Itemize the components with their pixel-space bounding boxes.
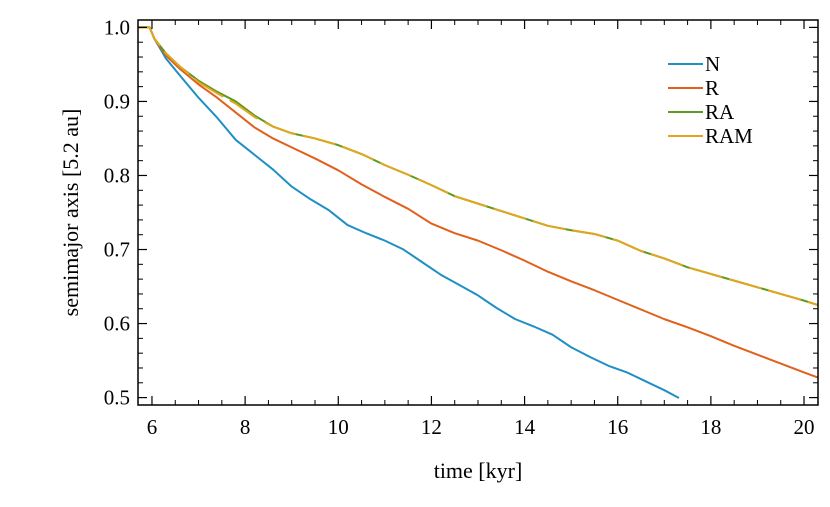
ticks-layer: 6 8 10 12 14 16 18 20 0.5 0.6 0.7 0.8 0.9 1.0: [104, 15, 818, 439]
legend-label-n: N: [705, 52, 720, 76]
y-tick-label: 0.7: [104, 238, 130, 262]
x-tick-label: 10: [328, 415, 349, 439]
x-tick-label: 6: [147, 415, 158, 439]
x-tick-label: 12: [421, 415, 442, 439]
legend-label-r: R: [705, 76, 719, 100]
y-tick-label: 1.0: [104, 15, 130, 39]
x-tick-label: 8: [240, 415, 251, 439]
series-line-n: [138, 26, 680, 399]
series-layer: [138, 26, 818, 399]
y-tick-label: 0.6: [104, 312, 130, 336]
y-tick-label: 0.5: [104, 386, 130, 410]
x-tick-label: 16: [607, 415, 628, 439]
y-tick-label: 0.8: [104, 163, 130, 187]
y-tick-label: 0.9: [104, 89, 130, 113]
y-axis-label: semimajor axis [5.2 au]: [58, 109, 83, 317]
series-line-r: [138, 26, 818, 379]
x-tick-label: 20: [794, 415, 815, 439]
legend-label-ra: RA: [705, 100, 735, 124]
series-line-ram: [138, 26, 818, 307]
x-tick-label: 18: [700, 415, 721, 439]
x-axis-label: time [kyr]: [434, 458, 523, 483]
x-tick-label: 14: [514, 415, 536, 439]
legend-label-ram: RAM: [705, 124, 753, 148]
